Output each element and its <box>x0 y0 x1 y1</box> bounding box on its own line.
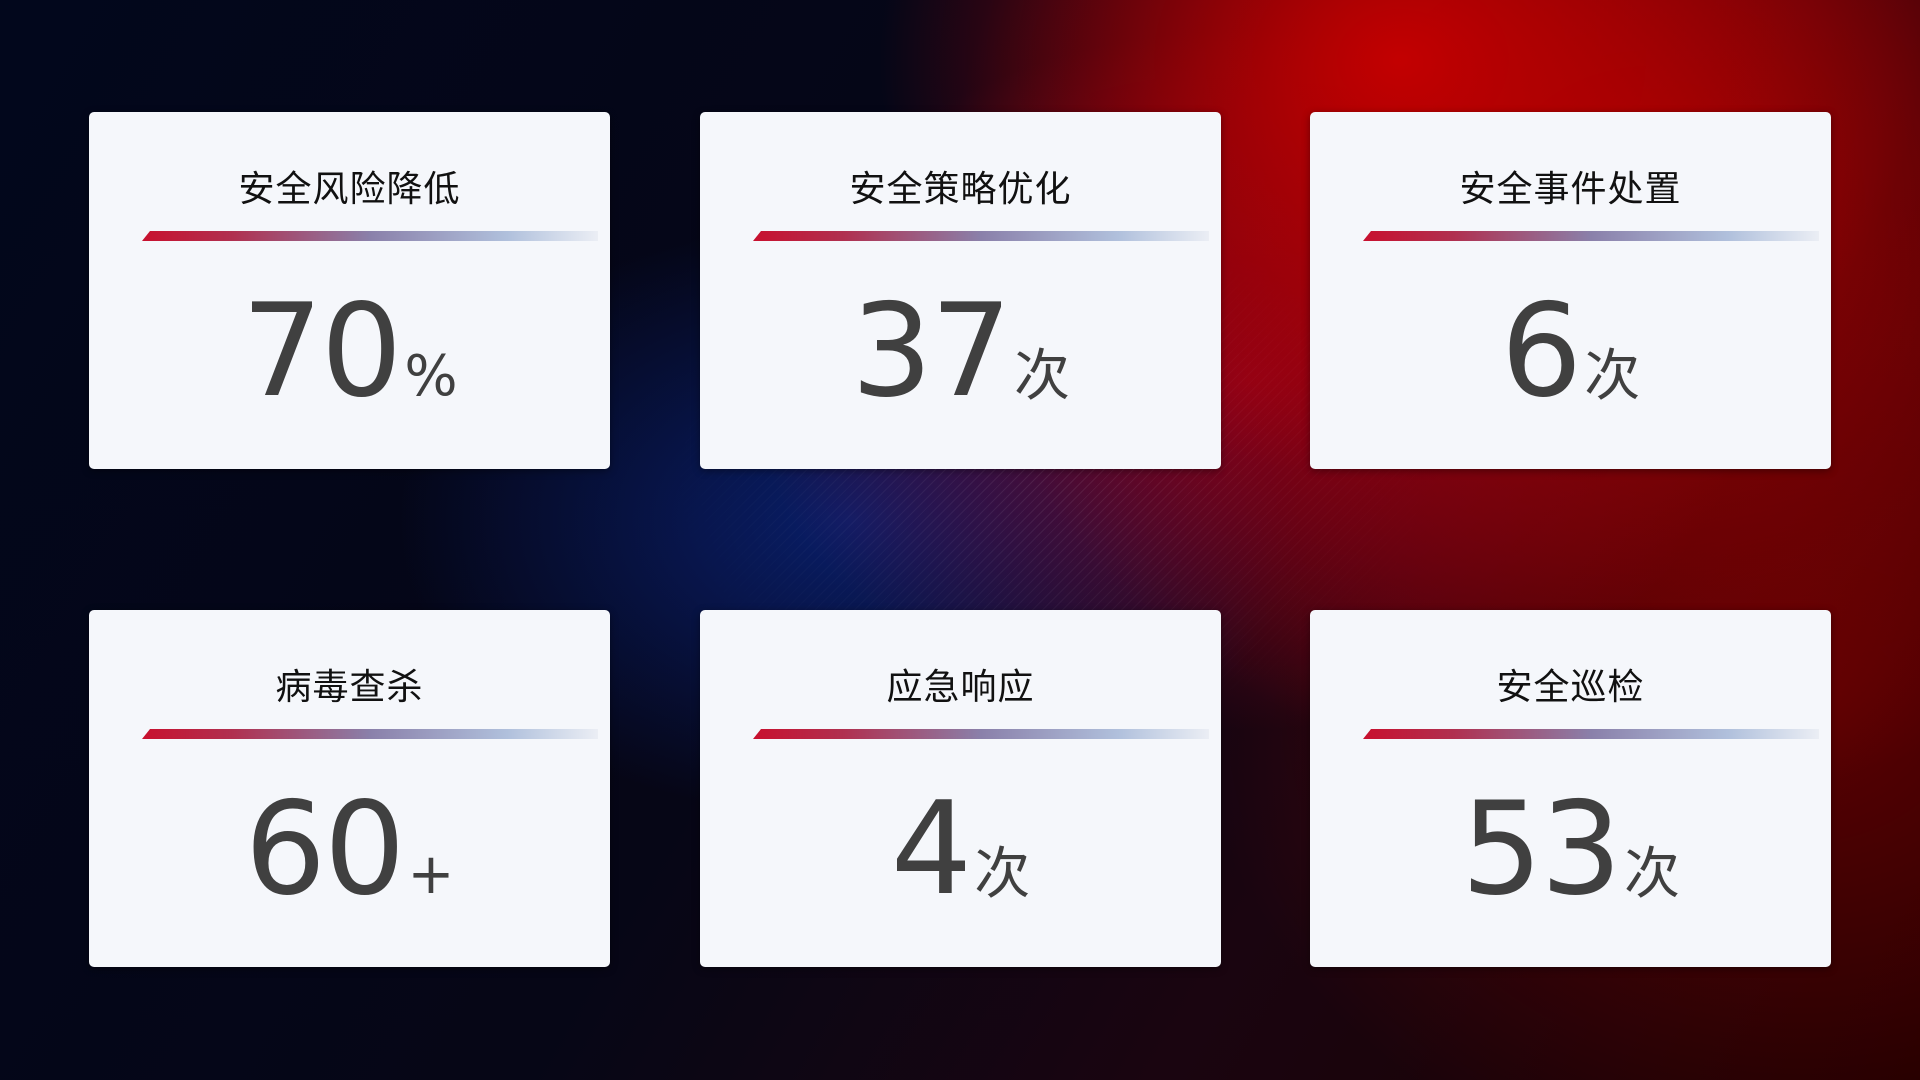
card-value: 53次 <box>1310 770 1831 930</box>
card-value: 70% <box>89 272 610 432</box>
card-divider <box>753 729 1209 739</box>
card-value: 6次 <box>1310 272 1831 432</box>
stat-card-security-inspection: 安全巡检 53次 <box>1310 610 1831 967</box>
card-divider <box>1363 729 1819 739</box>
value-number: 53 <box>1461 775 1622 924</box>
value-unit: 次 <box>1013 344 1070 409</box>
card-divider <box>1363 231 1819 241</box>
card-divider <box>753 231 1209 241</box>
stat-card-virus-removal: 病毒查杀 60+ <box>89 610 610 967</box>
card-title: 应急响应 <box>886 667 1035 708</box>
card-divider <box>142 729 598 739</box>
value-unit: 次 <box>974 842 1031 907</box>
card-title: 安全事件处置 <box>1459 169 1682 210</box>
value-unit: 次 <box>1623 842 1680 907</box>
card-value: 4次 <box>700 770 1221 930</box>
value-number: 6 <box>1500 277 1582 426</box>
card-title: 安全巡检 <box>1496 667 1645 708</box>
card-value: 60+ <box>89 770 610 930</box>
stat-card-emergency-response: 应急响应 4次 <box>700 610 1221 967</box>
value-number: 70 <box>241 277 402 426</box>
card-title: 安全策略优化 <box>849 169 1072 210</box>
card-title: 病毒查杀 <box>275 667 424 708</box>
value-unit: % <box>404 344 458 409</box>
stat-card-policy-optimization: 安全策略优化 37次 <box>700 112 1221 469</box>
card-title: 安全风险降低 <box>238 169 461 210</box>
stat-card-incident-handling: 安全事件处置 6次 <box>1310 112 1831 469</box>
value-number: 4 <box>890 775 972 924</box>
card-value: 37次 <box>700 272 1221 432</box>
value-number: 37 <box>851 277 1012 426</box>
value-unit: + <box>407 842 455 907</box>
card-divider <box>142 231 598 241</box>
stat-card-risk-reduction: 安全风险降低 70% <box>89 112 610 469</box>
value-number: 60 <box>244 775 406 924</box>
value-unit: 次 <box>1584 344 1641 409</box>
